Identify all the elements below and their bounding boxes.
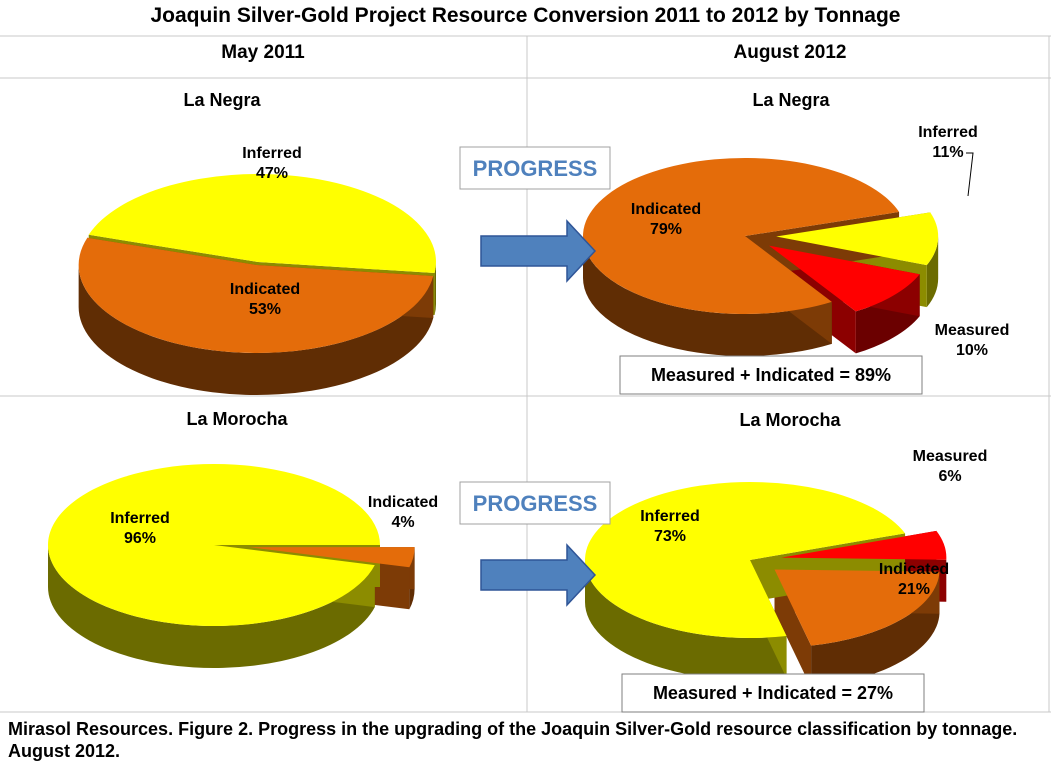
pie-slice-inferred xyxy=(88,173,436,274)
column-header-may-2011: May 2011 xyxy=(221,42,305,63)
pie-slice-measured xyxy=(769,245,920,312)
slice-label-indicated: Indicated xyxy=(368,494,438,511)
slice-value-indicated: 53% xyxy=(249,301,281,318)
pie-slice-inferred xyxy=(47,463,381,626)
slice-label-indicated: Indicated xyxy=(631,201,701,218)
pie-slice-inferred xyxy=(776,212,939,266)
slice-value-inferred: 11% xyxy=(932,144,963,161)
pie-slice-side xyxy=(48,545,375,668)
progress-label: PROGRESS xyxy=(473,156,598,181)
chart-title: La Morocha xyxy=(739,410,841,430)
slice-label-indicated: Indicated xyxy=(879,561,949,578)
pie-slice-side xyxy=(811,571,940,688)
pie-slice-indicated xyxy=(248,547,415,568)
summary-box xyxy=(619,355,923,395)
arrow-right-icon xyxy=(480,219,597,283)
arrow-right-icon xyxy=(480,543,597,607)
pie-chart-1: Inferred 11% Measured 10% Indicated 79% La Neg… xyxy=(582,90,1010,395)
pie-slice-indicated xyxy=(78,237,434,354)
progress-label: PROGRESS xyxy=(473,491,598,516)
progress-box xyxy=(459,146,611,190)
label-leader-line xyxy=(966,152,974,197)
summary-text: Measured + Indicated = 89% xyxy=(651,365,891,385)
pie-slice-measured xyxy=(781,530,947,560)
slice-label-measured: Measured xyxy=(935,322,1010,339)
slice-label-inferred: Inferred xyxy=(918,124,978,141)
figure-caption: Mirasol Resources. Figure 2. Progress in… xyxy=(8,719,1018,761)
chart-title: La Negra xyxy=(183,90,261,110)
slice-value-inferred: 73% xyxy=(654,528,686,545)
slice-value-inferred: 47% xyxy=(256,165,288,182)
slice-label-inferred: Inferred xyxy=(110,510,170,527)
pie-slice-inferred xyxy=(584,482,906,639)
slice-value-inferred: 96% xyxy=(124,530,156,547)
pie-chart-0: Inferred 47% Indicated 53% La Negra xyxy=(78,90,436,396)
progress-arrow-1: PROGRESS xyxy=(459,481,611,607)
page-title: Joaquin Silver-Gold Project Resource Con… xyxy=(150,4,901,27)
pie-slice-indicated xyxy=(774,569,940,646)
slice-label-inferred: Inferred xyxy=(242,145,302,162)
pie-slice-cut xyxy=(774,569,812,688)
chart-title: La Negra xyxy=(752,90,830,110)
progress-arrow-0: PROGRESS xyxy=(459,146,611,283)
chart-title: La Morocha xyxy=(186,409,288,429)
pie-slice-side xyxy=(926,236,939,308)
pie-slice-side xyxy=(78,265,434,396)
pie-slice-side xyxy=(583,236,832,357)
slice-label-indicated: Indicated xyxy=(230,281,300,298)
summary-text: Measured + Indicated = 27% xyxy=(653,683,893,703)
pie-slice-side xyxy=(585,560,787,680)
summary-box xyxy=(621,673,925,713)
slice-value-indicated: 79% xyxy=(650,221,682,238)
pie-slice-indicated xyxy=(582,158,900,314)
slice-value-measured: 10% xyxy=(956,342,988,359)
pie-slice-side xyxy=(434,262,436,316)
pie-chart-3: Measured 6% Indicated 21% Inferred 73% La Moro… xyxy=(584,410,988,713)
column-header-august-2012: August 2012 xyxy=(733,42,847,63)
progress-box xyxy=(459,481,611,525)
pie-chart-2: Indicated 4% Inferred 96% La Morocha xyxy=(47,409,438,668)
slice-label-inferred: Inferred xyxy=(640,508,700,525)
slice-value-measured: 6% xyxy=(938,468,961,485)
slice-value-indicated: 4% xyxy=(391,514,414,531)
slice-value-indicated: 21% xyxy=(898,581,930,598)
slice-label-measured: Measured xyxy=(913,448,988,465)
